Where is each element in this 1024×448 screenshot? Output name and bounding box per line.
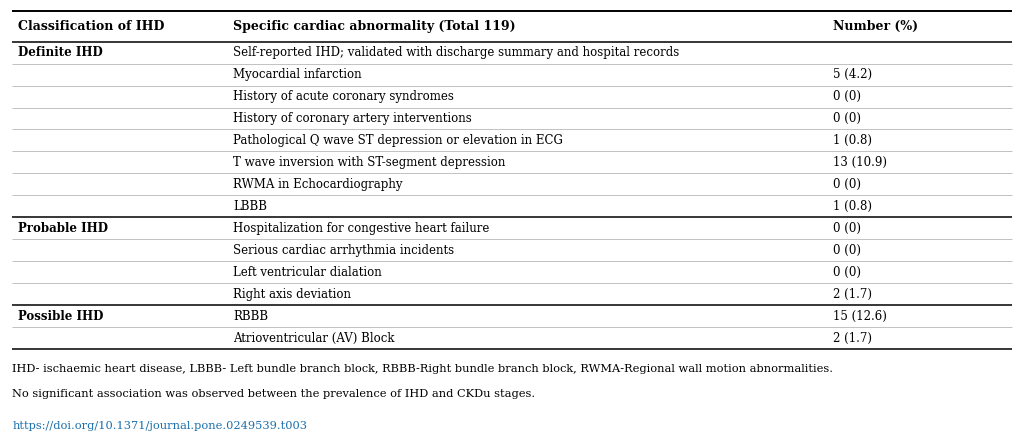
Text: Number (%): Number (%) bbox=[833, 20, 919, 33]
Text: RWMA in Echocardiography: RWMA in Echocardiography bbox=[233, 178, 402, 191]
Text: 1 (0.8): 1 (0.8) bbox=[833, 200, 872, 213]
Text: https://doi.org/10.1371/journal.pone.0249539.t003: https://doi.org/10.1371/journal.pone.024… bbox=[12, 421, 307, 431]
Text: Probable IHD: Probable IHD bbox=[18, 222, 109, 235]
Text: LBBB: LBBB bbox=[233, 200, 267, 213]
Text: 0 (0): 0 (0) bbox=[833, 266, 861, 279]
Text: 1 (0.8): 1 (0.8) bbox=[833, 134, 872, 147]
Text: Pathological Q wave ST depression or elevation in ECG: Pathological Q wave ST depression or ele… bbox=[233, 134, 563, 147]
Text: 0 (0): 0 (0) bbox=[833, 244, 861, 257]
Text: 2 (1.7): 2 (1.7) bbox=[833, 332, 872, 345]
Text: 0 (0): 0 (0) bbox=[833, 222, 861, 235]
Text: 0 (0): 0 (0) bbox=[833, 112, 861, 125]
Text: No significant association was observed between the prevalence of IHD and CKDu s: No significant association was observed … bbox=[12, 389, 536, 399]
Text: Right axis deviation: Right axis deviation bbox=[233, 288, 351, 301]
Text: Possible IHD: Possible IHD bbox=[18, 310, 103, 323]
Text: 2 (1.7): 2 (1.7) bbox=[833, 288, 872, 301]
Text: 5 (4.2): 5 (4.2) bbox=[833, 68, 872, 81]
Text: T wave inversion with ST-segment depression: T wave inversion with ST-segment depress… bbox=[233, 156, 506, 169]
Text: 15 (12.6): 15 (12.6) bbox=[833, 310, 887, 323]
Text: Myocardial infarction: Myocardial infarction bbox=[233, 68, 361, 81]
Text: History of acute coronary syndromes: History of acute coronary syndromes bbox=[233, 90, 455, 103]
Text: 0 (0): 0 (0) bbox=[833, 90, 861, 103]
Text: Definite IHD: Definite IHD bbox=[18, 46, 103, 59]
Text: Specific cardiac abnormality (Total 119): Specific cardiac abnormality (Total 119) bbox=[233, 20, 516, 33]
Text: RBBB: RBBB bbox=[233, 310, 268, 323]
Text: Hospitalization for congestive heart failure: Hospitalization for congestive heart fai… bbox=[233, 222, 489, 235]
Text: Self-reported IHD; validated with discharge summary and hospital records: Self-reported IHD; validated with discha… bbox=[233, 46, 680, 59]
Text: Atrioventricular (AV) Block: Atrioventricular (AV) Block bbox=[233, 332, 395, 345]
Text: 13 (10.9): 13 (10.9) bbox=[833, 156, 887, 169]
Text: 0 (0): 0 (0) bbox=[833, 178, 861, 191]
Text: IHD- ischaemic heart disease, LBBB- Left bundle branch block, RBBB-Right bundle : IHD- ischaemic heart disease, LBBB- Left… bbox=[12, 364, 834, 374]
Text: Classification of IHD: Classification of IHD bbox=[18, 20, 165, 33]
Text: History of coronary artery interventions: History of coronary artery interventions bbox=[233, 112, 472, 125]
Text: Left ventricular dialation: Left ventricular dialation bbox=[233, 266, 382, 279]
Text: Serious cardiac arrhythmia incidents: Serious cardiac arrhythmia incidents bbox=[233, 244, 455, 257]
